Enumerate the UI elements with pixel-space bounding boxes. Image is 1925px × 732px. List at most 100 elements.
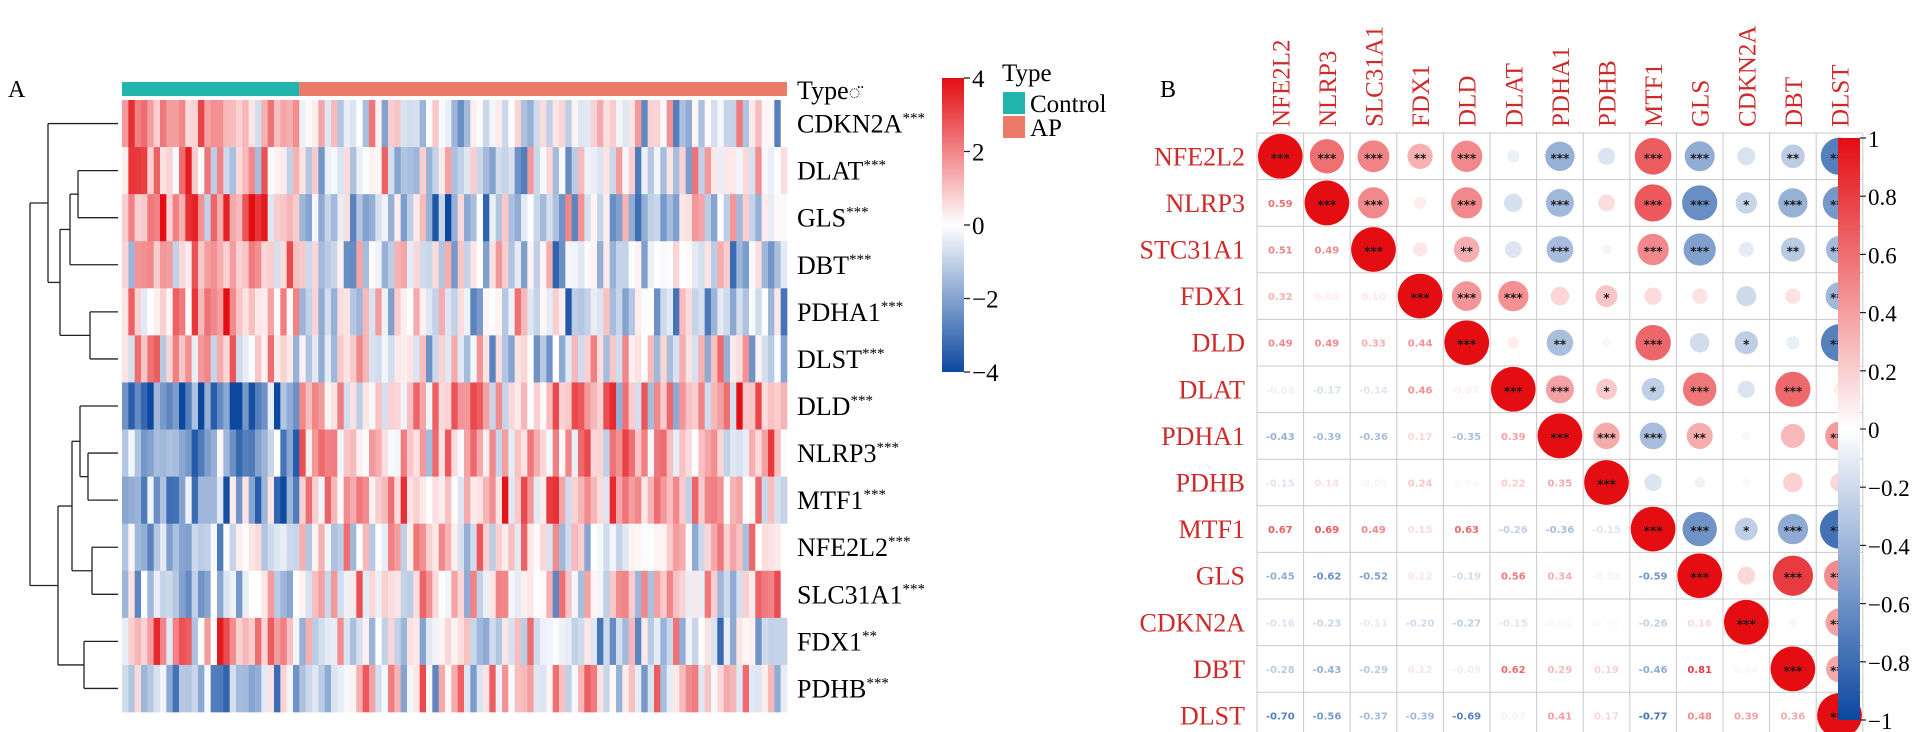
heatmap-cell [267, 382, 275, 430]
heatmap-cell [337, 429, 345, 477]
heatmap-cell [128, 382, 136, 430]
heatmap-cell [267, 523, 275, 572]
heatmap-cell [147, 523, 155, 572]
corr-value: 0.17 [1594, 712, 1619, 723]
corr-col-label-dlst: DLST [1828, 65, 1855, 128]
corr-circle [1550, 286, 1570, 306]
heatmap-cell [147, 476, 155, 525]
heatmap-cell [337, 335, 345, 383]
heatmap-cell [616, 617, 623, 666]
heatmap-cell [704, 523, 712, 572]
heatmap-cell [312, 476, 319, 525]
heatmap-cell [305, 147, 313, 195]
heatmap-cell [546, 382, 554, 430]
heatmap-cell [660, 194, 668, 242]
corr-circle [1737, 380, 1755, 398]
heatmap-cell [388, 570, 395, 619]
heatmap-cell [356, 241, 364, 289]
heatmap-cell [242, 147, 250, 195]
heatmap-cell [400, 288, 408, 336]
heatmap-cell [204, 617, 212, 666]
heatmap-cell [749, 241, 756, 289]
heatmap-cell [236, 476, 243, 525]
heatmap-cell [394, 100, 402, 148]
heatmap-cell [502, 617, 509, 666]
heatmap-cell [635, 335, 642, 383]
heatmap-cell [407, 147, 414, 195]
heatmap-cell [755, 429, 763, 477]
heatmap-cell [559, 570, 566, 619]
heatmap-cell [280, 570, 288, 619]
heatmap-cell [533, 570, 541, 619]
heatmap-cell [160, 523, 167, 572]
heatmap-cell [134, 429, 142, 477]
heatmap-cell [432, 288, 440, 336]
heatmap-cell [229, 382, 237, 430]
corr-circle [1644, 287, 1662, 305]
heatmap-cell [736, 429, 744, 477]
heatmap-cell [768, 664, 775, 713]
heatmap-cell [204, 241, 212, 289]
heatmap-cell [590, 100, 598, 148]
row-label-slc31a1: SLC31A1*** [797, 580, 925, 609]
heatmap-cell [622, 523, 630, 572]
heatmap-cell [293, 664, 300, 713]
heatmap-cell [489, 288, 497, 336]
heatmap-cell [584, 429, 592, 477]
heatmap-cell [242, 617, 250, 666]
heatmap-cell [375, 476, 383, 525]
row-labels: CDKN2A***DLAT***GLS***DBT***PDHA1***DLST… [797, 110, 925, 704]
heatmap-cell [293, 570, 300, 619]
heatmap-cell [742, 100, 750, 148]
corr-value: -0.37 [1359, 712, 1388, 723]
heatmap-cell [616, 476, 623, 525]
correlation-colorbar: 10.80.60.40.20−0.2−0.4−0.6−0.8−1 [1838, 127, 1910, 732]
heatmap-cell [749, 617, 756, 666]
heatmap-cell [204, 147, 212, 195]
row-label-dlat: DLAT*** [797, 157, 886, 186]
corr-value: -0.36 [1545, 525, 1574, 536]
corr-star: *** [1411, 291, 1431, 305]
heatmap-cell [559, 382, 566, 430]
heatmap-cell [179, 570, 186, 619]
heatmap-cell [616, 288, 623, 336]
type-row-label: Type◌̈ [797, 76, 863, 105]
heatmap-cell [774, 429, 782, 477]
heatmap-cell [768, 147, 775, 195]
heatmap-cell [673, 194, 680, 242]
heatmap-cell [305, 194, 313, 242]
heatmap-cell [578, 664, 585, 713]
heatmap-cell [381, 241, 389, 289]
heatmap-cell [666, 100, 674, 148]
heatmap-cell [736, 241, 744, 289]
heatmap-cell [584, 382, 592, 430]
heatmap-cell [248, 570, 256, 619]
heatmap-cell [337, 100, 345, 148]
heatmap-cell [445, 241, 452, 289]
heatmap-cell [514, 288, 522, 336]
heatmap-cell [255, 288, 262, 336]
heatmap-cell [210, 288, 218, 336]
heatmap-cell [761, 241, 769, 289]
heatmap-cell [432, 382, 440, 430]
heatmap-cell [179, 617, 186, 666]
heatmap-cell [730, 617, 737, 666]
heatmap-cell [223, 382, 231, 430]
heatmap-cell [540, 382, 547, 430]
heatmap-cell [514, 664, 522, 713]
corr-star: *** [1550, 198, 1570, 212]
heatmap-cell [217, 241, 224, 289]
heatmap-cell [559, 664, 566, 713]
heatmap-cell [514, 147, 522, 195]
heatmap-cell [451, 147, 459, 195]
heatmap-cell [274, 570, 281, 619]
heatmap-cell [179, 664, 186, 713]
corr-circle [1257, 133, 1303, 179]
heatmap-cell [717, 241, 725, 289]
heatmap-cell [122, 429, 129, 477]
corr-value: 0.49 [1315, 339, 1340, 350]
heatmap-cell [356, 288, 364, 336]
corr-circle [1777, 513, 1809, 545]
heatmap-cell [331, 476, 338, 525]
heatmap-cell [559, 617, 566, 666]
